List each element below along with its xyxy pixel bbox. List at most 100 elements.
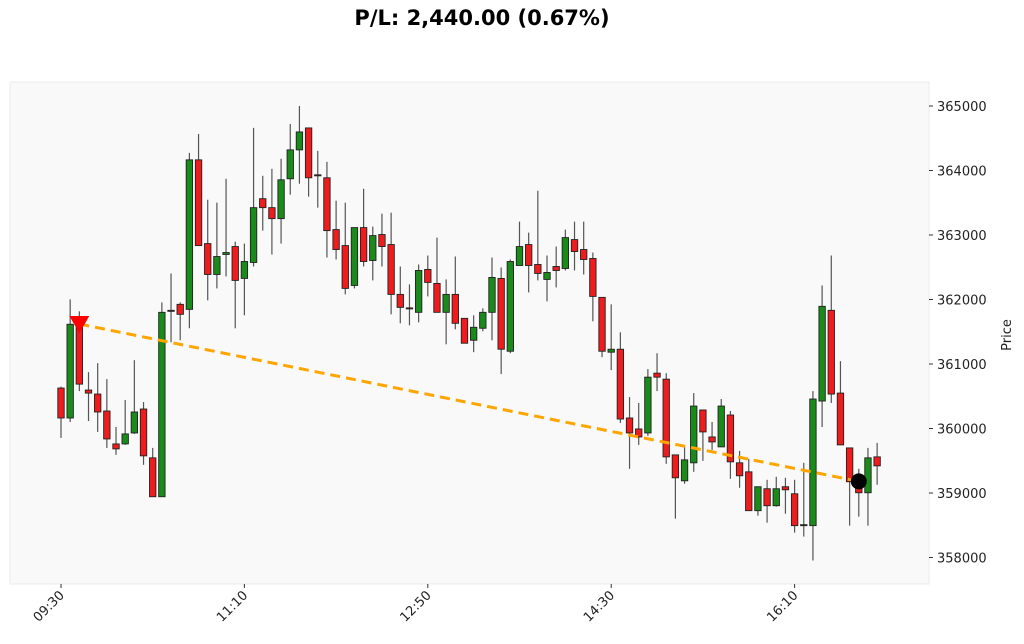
candle bbox=[259, 175, 267, 231]
candle-body-up bbox=[506, 261, 514, 352]
candle bbox=[130, 360, 139, 434]
x-tick-label: 16:10 bbox=[764, 588, 801, 625]
candle bbox=[442, 279, 450, 345]
candle-body-down bbox=[625, 417, 634, 434]
candle-body-up bbox=[240, 261, 249, 279]
candle-body-down bbox=[268, 207, 276, 220]
candle bbox=[580, 221, 588, 275]
candle bbox=[167, 273, 175, 343]
candle-body-down bbox=[387, 244, 395, 295]
x-axis: 09:30 11:10 12:50 14:30 16:10 bbox=[31, 584, 801, 625]
candle-body-down bbox=[552, 266, 560, 271]
candle bbox=[726, 411, 735, 479]
candle bbox=[268, 168, 276, 255]
candle-body-down bbox=[405, 307, 414, 310]
candle-body-down bbox=[94, 393, 102, 413]
candle-body-down bbox=[735, 462, 744, 477]
candle-body-down bbox=[589, 258, 597, 297]
candle-body-up bbox=[213, 256, 221, 275]
candle-body-up bbox=[772, 488, 780, 507]
candle-body-up bbox=[607, 348, 615, 353]
candle bbox=[470, 315, 478, 353]
candle bbox=[378, 213, 386, 267]
candle bbox=[690, 393, 698, 472]
candle-body-up bbox=[222, 252, 230, 255]
candle bbox=[708, 421, 716, 450]
candle bbox=[460, 317, 469, 344]
candle-body-up bbox=[543, 272, 551, 280]
candle-body-down bbox=[323, 177, 331, 232]
candle bbox=[277, 158, 285, 244]
candle-body-down bbox=[231, 246, 239, 281]
candle bbox=[213, 202, 221, 289]
candle-body-up bbox=[277, 179, 285, 220]
candle bbox=[249, 127, 258, 267]
candle bbox=[809, 391, 817, 561]
candle-body-up bbox=[470, 326, 478, 341]
trade-overlay bbox=[69, 316, 867, 490]
candle bbox=[635, 403, 643, 445]
trade-line bbox=[79, 322, 860, 483]
candle-body-up bbox=[754, 486, 762, 512]
candle bbox=[176, 302, 184, 341]
candle-body-up bbox=[295, 131, 304, 151]
candle bbox=[515, 221, 524, 266]
candle bbox=[488, 257, 496, 341]
x-tick-label: 11:10 bbox=[214, 588, 251, 625]
candle-body-down bbox=[534, 264, 542, 274]
candle bbox=[818, 285, 826, 427]
candle bbox=[525, 232, 533, 293]
candle bbox=[653, 353, 661, 392]
candle-body-down bbox=[635, 428, 643, 438]
candle bbox=[607, 304, 615, 371]
y-axis-label: Price bbox=[1000, 319, 1015, 351]
candle-body-down bbox=[497, 278, 505, 350]
candle-body-down bbox=[745, 471, 753, 512]
exit-marker-circle bbox=[850, 473, 867, 490]
candle bbox=[222, 178, 230, 277]
y-tick-label: 365000 bbox=[937, 100, 987, 115]
x-tick-label: 12:50 bbox=[398, 588, 435, 625]
candle bbox=[103, 379, 111, 448]
candle-body-down bbox=[580, 249, 588, 260]
candle bbox=[387, 212, 395, 315]
candle-body-down bbox=[424, 268, 432, 283]
candle-body-down bbox=[598, 296, 606, 352]
candle bbox=[497, 267, 505, 375]
candle bbox=[304, 127, 313, 197]
candle bbox=[625, 397, 634, 469]
candle-body-up bbox=[644, 376, 652, 434]
candle bbox=[424, 255, 432, 297]
candle-body-down bbox=[378, 234, 386, 247]
candle bbox=[772, 476, 780, 507]
candle bbox=[451, 256, 459, 330]
candle-body-up bbox=[561, 237, 570, 269]
candle-body-up bbox=[369, 235, 377, 261]
candle-body-down bbox=[671, 454, 680, 479]
candle-body-down bbox=[139, 408, 148, 457]
candle bbox=[717, 399, 725, 448]
candle-body-down bbox=[570, 239, 579, 252]
candle bbox=[616, 332, 625, 423]
candle bbox=[745, 458, 753, 512]
candle bbox=[433, 237, 441, 313]
candle-body-up bbox=[249, 207, 258, 263]
candle bbox=[589, 252, 597, 322]
candle-body-up bbox=[818, 305, 826, 402]
candle bbox=[836, 361, 845, 446]
candles bbox=[57, 106, 881, 561]
candle bbox=[873, 442, 881, 485]
candle-body-down bbox=[194, 159, 203, 247]
candle bbox=[158, 302, 166, 498]
candle-body-down bbox=[827, 309, 835, 395]
candle-body-down bbox=[699, 409, 707, 433]
candle bbox=[781, 477, 790, 514]
y-tick-label: 361000 bbox=[937, 358, 987, 373]
candle-body-down bbox=[204, 243, 212, 275]
candle-body-down bbox=[616, 348, 625, 420]
candle-body-up bbox=[414, 270, 423, 313]
candle bbox=[231, 241, 239, 329]
candle-body-down bbox=[433, 282, 441, 313]
y-tick-label: 359000 bbox=[937, 487, 987, 502]
